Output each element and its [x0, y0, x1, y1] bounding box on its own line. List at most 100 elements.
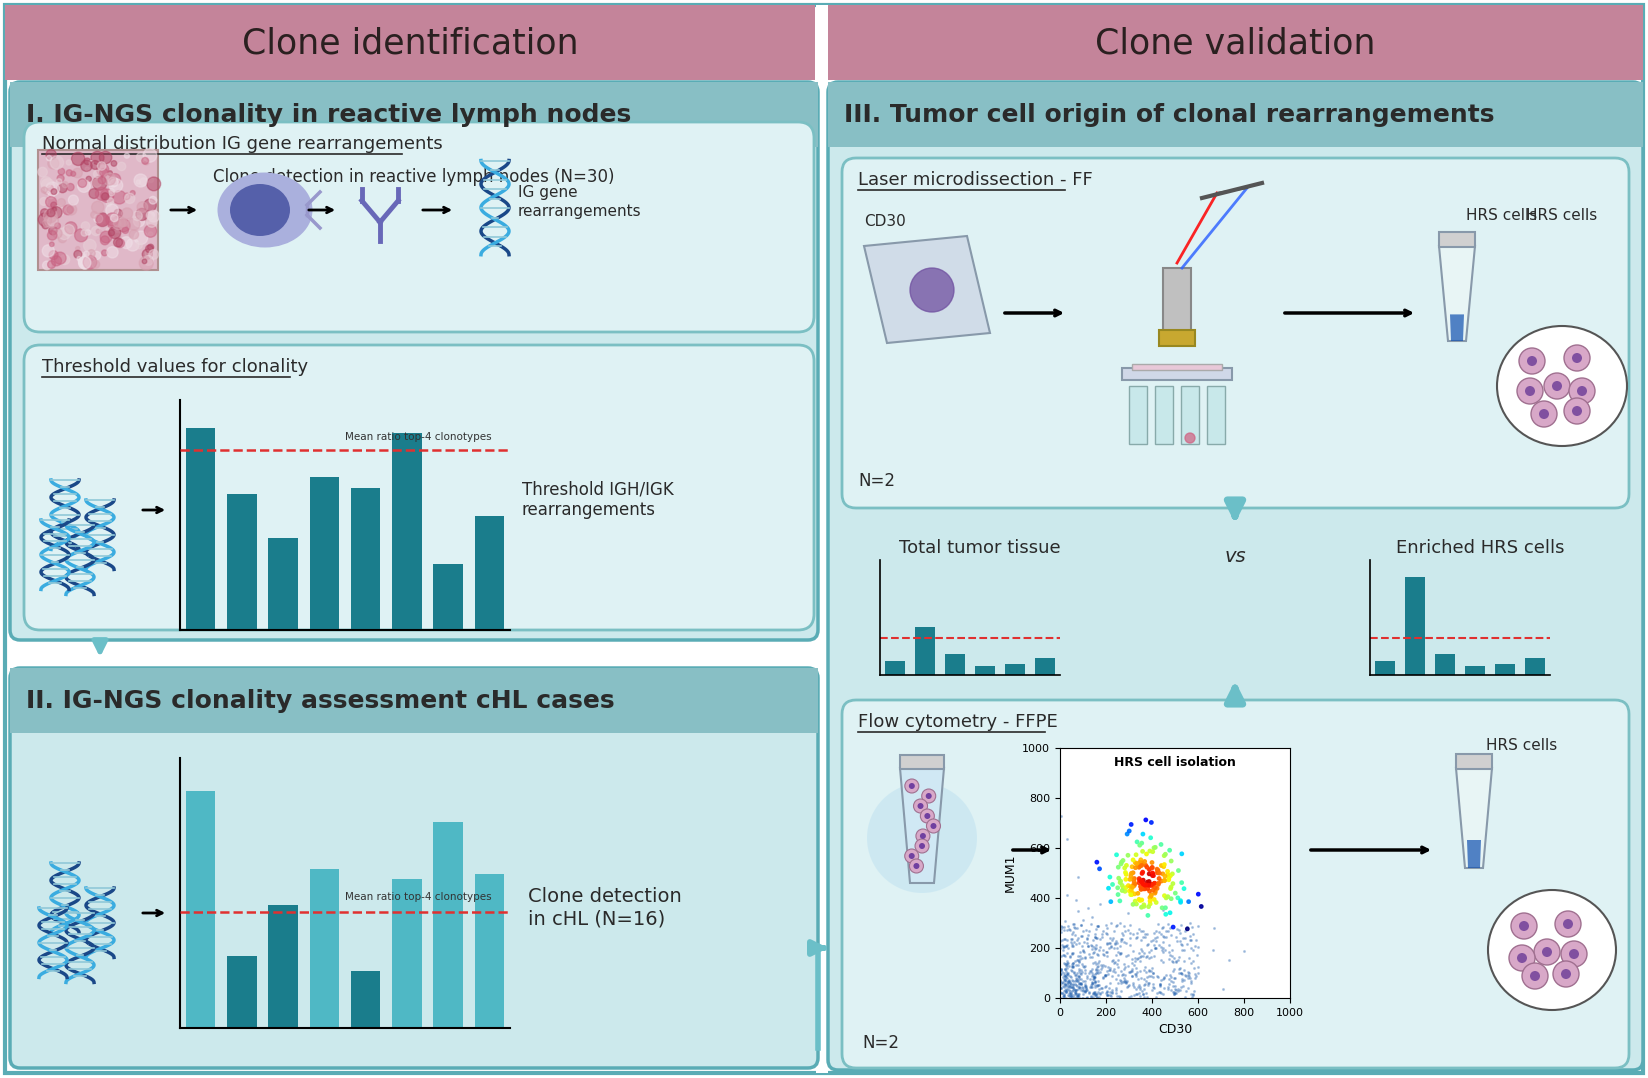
Circle shape	[48, 261, 56, 268]
Point	[1055, 976, 1081, 993]
Point	[1139, 962, 1165, 979]
Point	[1126, 977, 1152, 994]
Point	[1103, 946, 1129, 964]
Ellipse shape	[231, 184, 290, 236]
Circle shape	[137, 180, 140, 184]
Point	[1126, 984, 1152, 1001]
Point	[1132, 984, 1159, 1001]
Point	[1129, 843, 1155, 860]
Point	[1058, 930, 1084, 948]
Bar	[900, 755, 944, 769]
Point	[1134, 977, 1160, 994]
Point	[1178, 931, 1205, 949]
Point	[1099, 981, 1126, 998]
Circle shape	[143, 158, 150, 165]
Point	[1145, 924, 1172, 941]
Point	[1050, 941, 1076, 958]
Point	[1135, 873, 1162, 890]
Point	[1083, 985, 1109, 1003]
Point	[1112, 866, 1139, 883]
Point	[1065, 868, 1091, 885]
Point	[1114, 826, 1140, 843]
Point	[1081, 979, 1107, 996]
Point	[1131, 962, 1157, 979]
Point	[1140, 979, 1167, 996]
Point	[1066, 954, 1093, 971]
Circle shape	[71, 171, 76, 177]
Circle shape	[1519, 921, 1529, 931]
Point	[1103, 970, 1129, 987]
Point	[1051, 972, 1078, 990]
Text: Normal distribution IG gene rearrangements: Normal distribution IG gene rearrangemen…	[41, 135, 443, 153]
Circle shape	[926, 819, 941, 833]
Point	[1172, 982, 1198, 999]
Point	[1109, 973, 1135, 991]
Bar	[976, 666, 995, 675]
Point	[1048, 962, 1074, 979]
Point	[1053, 981, 1079, 998]
Text: N=2: N=2	[862, 1034, 900, 1052]
Point	[1140, 839, 1167, 856]
Point	[1145, 983, 1172, 1000]
Point	[1139, 859, 1165, 876]
Point	[1096, 935, 1122, 952]
Point	[1083, 953, 1109, 970]
Point	[1083, 945, 1109, 963]
Circle shape	[101, 189, 114, 203]
Point	[1063, 952, 1089, 969]
Point	[1066, 952, 1093, 969]
Point	[1101, 939, 1127, 956]
Point	[1104, 880, 1131, 897]
Circle shape	[905, 779, 920, 793]
Point	[1142, 874, 1168, 892]
Text: CD30: CD30	[864, 215, 906, 229]
Point	[1149, 971, 1175, 989]
Point	[1065, 929, 1091, 946]
Point	[1051, 948, 1078, 965]
Point	[1050, 936, 1076, 953]
Circle shape	[81, 160, 92, 171]
Bar	[1435, 654, 1455, 675]
Point	[1089, 983, 1116, 1000]
Point	[1098, 984, 1124, 1001]
Bar	[827, 82, 1643, 147]
Point	[1155, 869, 1182, 886]
Point	[1182, 966, 1208, 983]
Point	[1094, 982, 1121, 999]
Circle shape	[115, 233, 120, 239]
Point	[1058, 982, 1084, 999]
Point	[1152, 906, 1178, 923]
Point	[1160, 960, 1187, 978]
Point	[1063, 981, 1089, 998]
Circle shape	[79, 257, 91, 270]
Circle shape	[43, 261, 51, 270]
Point	[1074, 981, 1101, 998]
Point	[1096, 929, 1122, 946]
Point	[1068, 976, 1094, 993]
Point	[1152, 941, 1178, 958]
Circle shape	[94, 170, 101, 178]
Point	[1084, 983, 1111, 1000]
Point	[1135, 875, 1162, 893]
Point	[1144, 928, 1170, 945]
Circle shape	[125, 193, 135, 204]
Circle shape	[74, 250, 82, 259]
Point	[1111, 917, 1137, 935]
Point	[1137, 829, 1163, 846]
Point	[1145, 915, 1172, 932]
Point	[1055, 980, 1081, 997]
Circle shape	[124, 194, 129, 198]
Point	[1178, 939, 1205, 956]
Point	[1051, 966, 1078, 983]
Point	[1094, 963, 1121, 980]
Point	[1162, 885, 1188, 902]
Point	[1060, 972, 1086, 990]
Circle shape	[114, 209, 122, 218]
Point	[1132, 857, 1159, 874]
Bar	[5, 5, 816, 80]
Point	[1068, 981, 1094, 998]
Point	[1065, 980, 1091, 997]
Point	[1046, 940, 1073, 957]
Point	[1155, 943, 1182, 960]
Point	[1083, 972, 1109, 990]
